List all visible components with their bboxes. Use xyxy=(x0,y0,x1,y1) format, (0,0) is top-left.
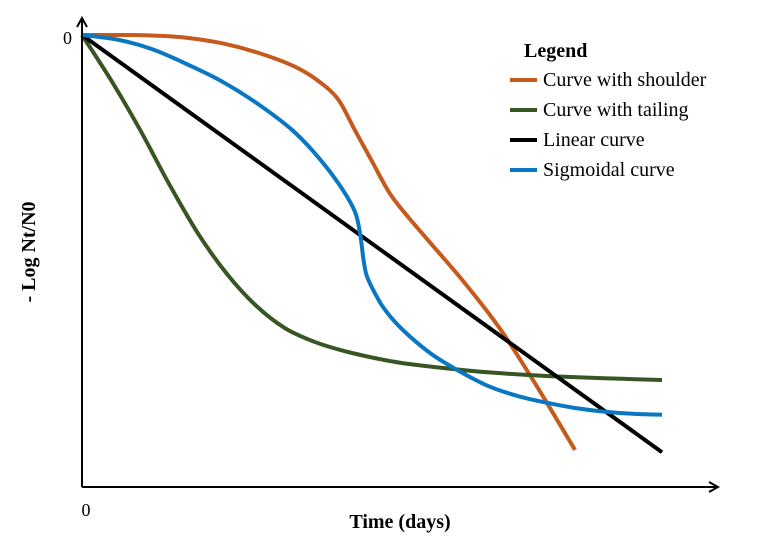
legend-title: Legend xyxy=(524,40,587,62)
series-line-curve-with-shoulder xyxy=(81,32,577,451)
legend-label-curve-with-shoulder: Curve with shoulder xyxy=(543,69,707,91)
plot-area xyxy=(80,32,664,454)
y-tick-label-0: 0 xyxy=(63,28,72,48)
y-axis-title: - Log Nt/N0 xyxy=(18,201,40,302)
x-tick-label-0: 0 xyxy=(82,500,91,520)
x-axis-title: Time (days) xyxy=(349,511,450,533)
series-line-sigmoidal-curve xyxy=(81,33,663,417)
legend-label-sigmoidal-curve: Sigmoidal curve xyxy=(543,159,675,181)
legend-label-curve-with-tailing: Curve with tailing xyxy=(543,99,689,121)
series-line-curve-with-tailing xyxy=(80,33,663,382)
legend-label-linear-curve: Linear curve xyxy=(543,129,645,151)
legend: Legend Curve with shoulder Curve with tai… xyxy=(510,40,707,181)
series-line-linear-curve xyxy=(80,33,664,454)
